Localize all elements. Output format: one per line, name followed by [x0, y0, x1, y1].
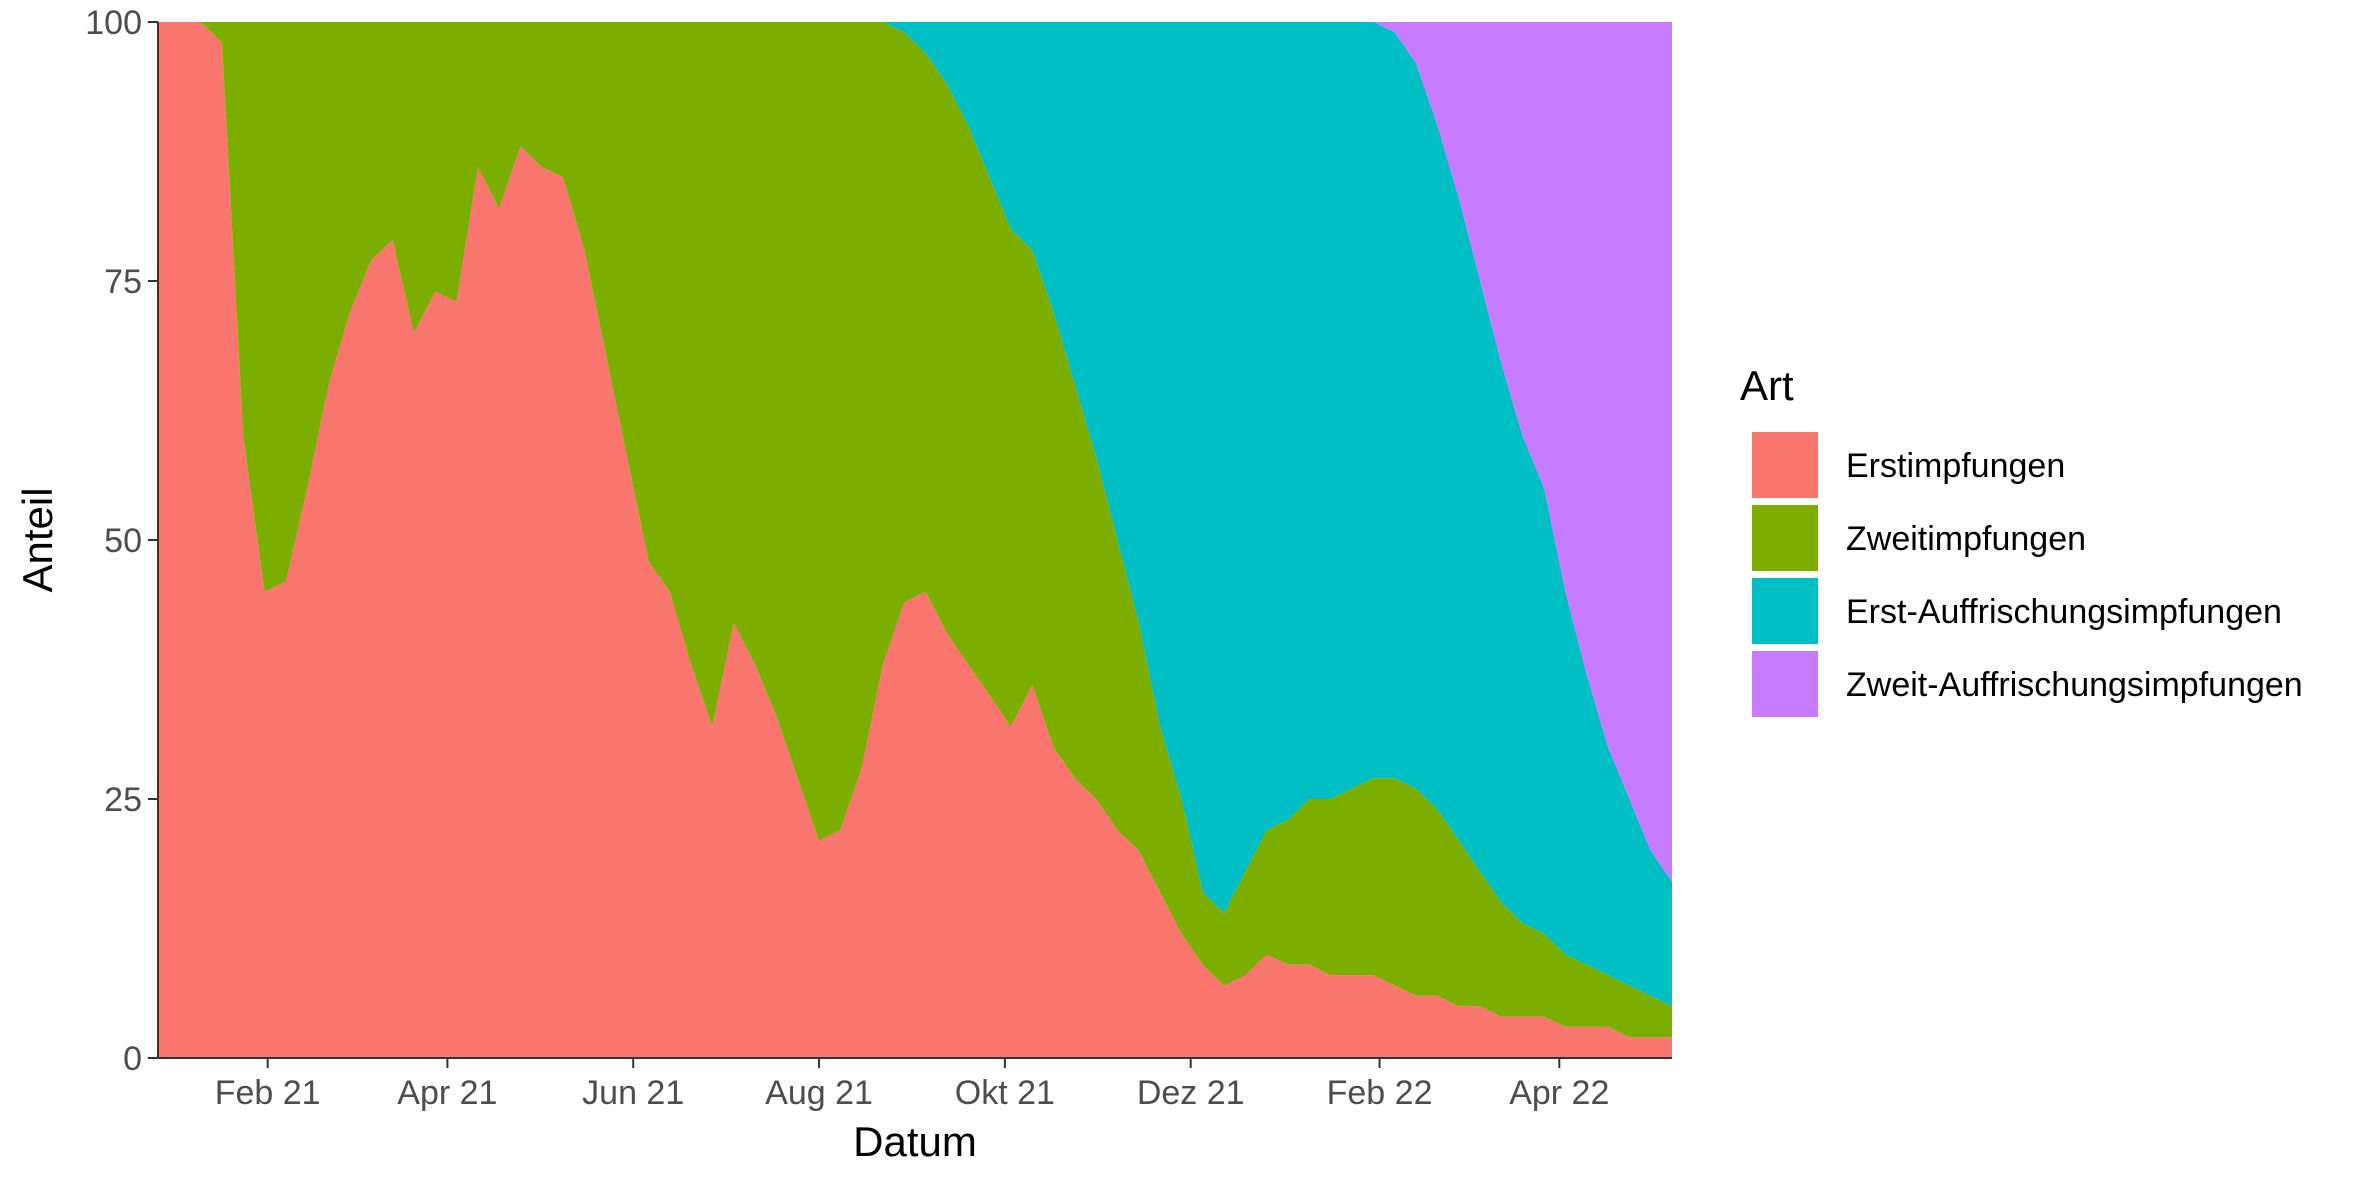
- legend-swatch: [1752, 432, 1818, 498]
- x-axis: Feb 21 Apr 21 Jun 21 Aug 21 Okt 21 Dez 21 Feb …: [158, 1057, 1672, 1112]
- y-tick-label: 75: [104, 263, 142, 301]
- y-tick-label: 25: [104, 781, 142, 819]
- x-tick-label: Apr 21: [397, 1074, 497, 1112]
- y-axis: 0 25 50 75 100: [85, 4, 159, 1078]
- legend-swatch: [1752, 651, 1818, 717]
- y-tick-label: 100: [85, 4, 142, 42]
- legend-label: Zweitimpfungen: [1846, 520, 2086, 558]
- area-zweitimpfungen: [158, 22, 1672, 1038]
- y-tick-label: 50: [104, 522, 142, 560]
- y-axis-title: Anteil: [14, 487, 61, 592]
- x-tick-label: Feb 21: [215, 1074, 321, 1112]
- legend-label: Erstimpfungen: [1846, 447, 2065, 485]
- x-axis-title: Datum: [853, 1118, 977, 1165]
- legend-title: Art: [1740, 362, 1794, 409]
- x-tick-label: Feb 22: [1327, 1074, 1433, 1112]
- area-erstimpfungen: [158, 22, 1672, 1058]
- x-tick-label: Okt 21: [955, 1074, 1055, 1112]
- area-zweit-auffrischungsimpfungen: [158, 22, 1672, 882]
- legend-swatch: [1752, 505, 1818, 571]
- area-series-layer: [158, 22, 1672, 1058]
- x-tick-label: Dez 21: [1137, 1074, 1245, 1112]
- legend: Art Erstimpfungen Zweitimpfungen Erst-Auff…: [1740, 362, 2303, 717]
- legend-label: Zweit-Auffrischungsimpfungen: [1846, 666, 2303, 704]
- area-erst-auffrischungsimpfungen: [158, 22, 1672, 1007]
- legend-swatch: [1752, 578, 1818, 644]
- x-tick-label: Apr 22: [1509, 1074, 1609, 1112]
- x-tick-label: Aug 21: [765, 1074, 873, 1112]
- legend-label: Erst-Auffrischungsimpfungen: [1846, 593, 2282, 631]
- y-tick-label: 0: [123, 1040, 142, 1078]
- x-tick-label: Jun 21: [582, 1074, 684, 1112]
